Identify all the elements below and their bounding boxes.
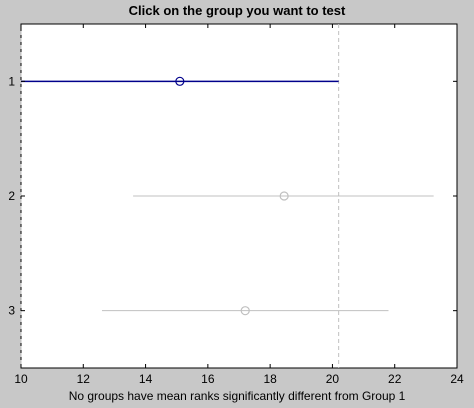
x-tick-label-10: 10 [14,372,28,386]
y-tick-label-1: 1 [8,74,15,88]
x-tick-label-20: 20 [326,372,340,386]
x-tick-label-22: 22 [388,372,402,386]
x-tick-label-14: 14 [139,372,153,386]
group-intervals[interactable] [21,76,434,316]
estimate-marker-group-3[interactable] [240,306,250,316]
x-axis-ticks: 10 12 14 16 18 20 22 24 [14,24,464,386]
group-3[interactable] [101,306,389,316]
group-2[interactable] [133,191,434,201]
x-tick-label-16: 16 [201,372,215,386]
y-axis-ticks: 1 2 3 [8,74,457,318]
x-tick-label-12: 12 [77,372,91,386]
group-1[interactable] [21,76,339,86]
x-tick-label-18: 18 [263,372,277,386]
y-tick-label-2: 2 [8,189,15,203]
estimate-marker-group-2[interactable] [279,191,289,201]
estimate-marker-group-1[interactable] [175,76,185,86]
y-tick-label-3: 3 [8,304,15,318]
x-tick-label-24: 24 [450,372,464,386]
chart-title: Click on the group you want to test [129,3,346,18]
x-axis-label: No groups have mean ranks significantly … [69,389,406,403]
